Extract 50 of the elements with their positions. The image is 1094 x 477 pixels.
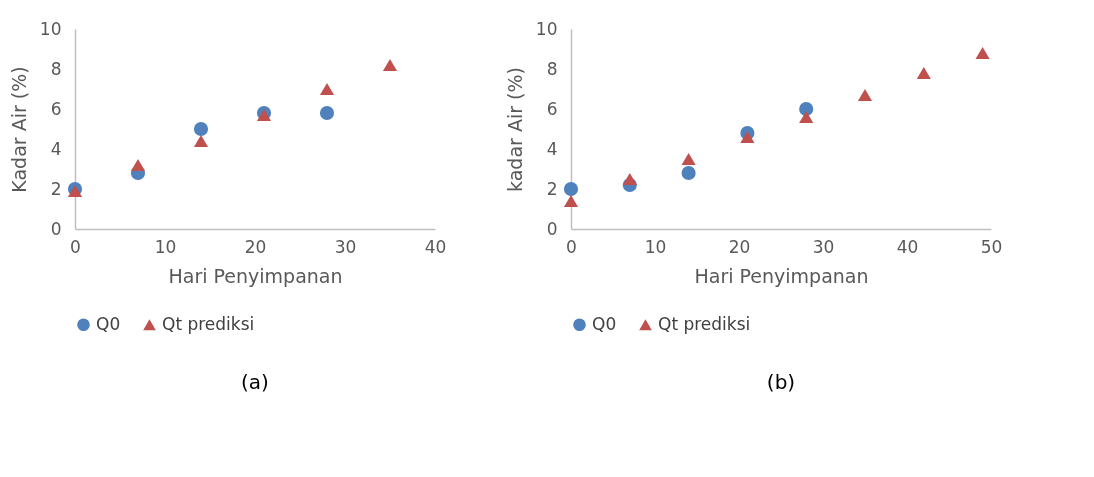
point	[857, 88, 873, 102]
x-tick-label: 10	[154, 236, 177, 257]
legend-label: Qt prediksi	[162, 313, 255, 334]
x-tick-label: 20	[244, 236, 267, 257]
x-tick-label: 50	[980, 236, 1003, 257]
point	[193, 121, 209, 137]
point	[319, 82, 335, 96]
y-tick-label: 4	[50, 138, 62, 159]
point	[681, 152, 696, 166]
point	[563, 181, 579, 197]
point	[975, 46, 990, 60]
y-tick-label: 2	[546, 178, 558, 199]
legend-label: Q0	[96, 313, 121, 334]
point	[563, 194, 579, 208]
x-tick-label: 10	[644, 236, 667, 257]
x-tick-label: 20	[728, 236, 751, 257]
x-axis-title: Hari Penyimpanan	[168, 264, 343, 287]
y-tick-label: 8	[50, 58, 62, 79]
y-tick-label: 2	[50, 178, 62, 199]
point	[799, 110, 814, 124]
point	[740, 130, 755, 144]
text: (b)	[766, 370, 796, 394]
y-axis-title: Kadar Air (%)	[7, 66, 30, 193]
x-tick-label: 30	[334, 236, 357, 257]
x-tick-label: 30	[812, 236, 835, 257]
point	[319, 105, 335, 121]
x-tick-label: 0	[566, 236, 577, 257]
point	[622, 172, 637, 186]
y-tick-label: 10	[535, 18, 558, 39]
y-axis-title: kadar Air (%)	[503, 67, 526, 192]
y-tick-label: 8	[546, 58, 558, 79]
x-tick-label: 40	[896, 236, 919, 257]
legend-label: Qt prediksi	[658, 313, 751, 334]
y-tick-label: 6	[50, 98, 62, 119]
point	[916, 66, 931, 80]
y-tick-label: 4	[546, 138, 558, 159]
y-tick-label: 0	[546, 218, 558, 239]
point	[799, 101, 814, 117]
point	[130, 158, 146, 172]
point	[193, 134, 209, 148]
x-tick-label: 40	[424, 236, 447, 257]
y-tick-label: 10	[39, 18, 62, 39]
x-tick-label: 0	[70, 236, 81, 257]
x-axis-title: Hari Penyimpanan	[694, 264, 869, 287]
legend-label: Q0	[592, 313, 617, 334]
point	[681, 165, 696, 181]
point	[382, 58, 398, 72]
y-tick-label: 0	[50, 218, 62, 239]
y-tick-label: 6	[546, 98, 558, 119]
text: (a)	[241, 370, 269, 394]
